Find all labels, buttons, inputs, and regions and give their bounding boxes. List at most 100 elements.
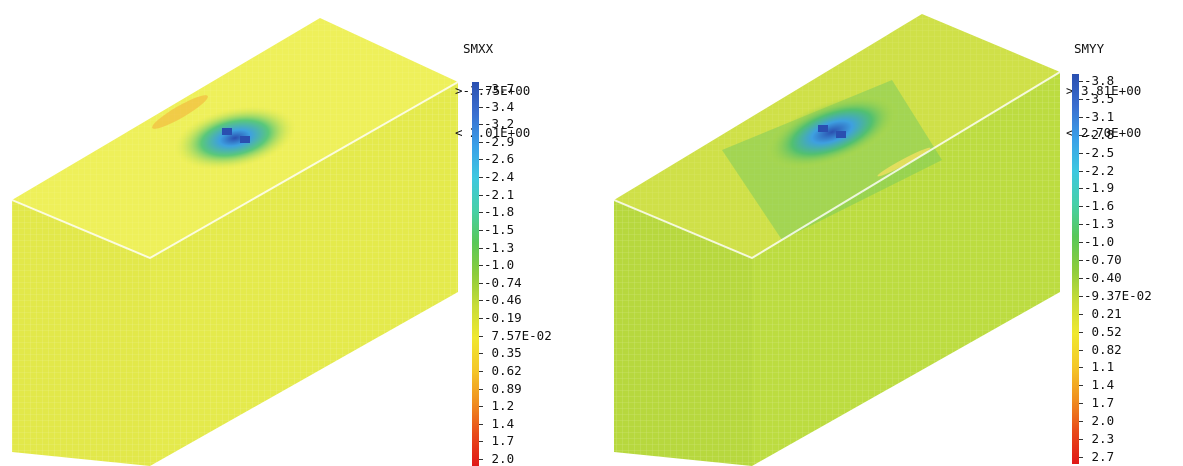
tick-label: 7.57E-02 — [479, 327, 552, 343]
smyy-tick-labels: -3.8 -3.5 -3.1 -2.8 -2.5 -2.2 -1.9 -1.6 -1.3 -1.0… — [1079, 74, 1183, 464]
tick-mark — [1079, 367, 1083, 369]
min-value: < 2.70E+00 — [1066, 125, 1142, 140]
tick-label: 0.62 — [479, 363, 522, 378]
tick-label: 0.52 — [1079, 323, 1122, 339]
tick-label: 0.35 — [479, 346, 522, 360]
tick-text: -9.37E-02 — [1084, 287, 1152, 303]
tick-label: 0.82 — [1079, 342, 1122, 357]
tick-text: 1.4 — [1084, 377, 1115, 393]
tick-text: -2.2 — [1084, 162, 1115, 178]
tick-mark — [1079, 421, 1083, 423]
variable-name: SMXX — [463, 41, 494, 56]
tick-label: 2.7 — [1079, 450, 1114, 464]
tick-label: -2.6 — [479, 152, 514, 166]
tick-mark — [1079, 260, 1083, 262]
tick-text: -2.9 — [484, 133, 515, 149]
tick-mark — [1079, 439, 1083, 441]
smxx-model-mesh — [11, 18, 459, 466]
tick-label: -1.6 — [1079, 199, 1114, 213]
tick-mark — [1079, 81, 1083, 82]
tick-label: -2.4 — [479, 170, 514, 184]
tick-mark — [479, 406, 483, 408]
tick-text: 2.0 — [484, 451, 515, 466]
tick-text: 0.21 — [1084, 305, 1122, 321]
tick-label: 0.89 — [479, 381, 522, 396]
tick-text: -2.8 — [1084, 126, 1115, 142]
tick-mark — [1079, 98, 1083, 100]
tick-mark — [1079, 403, 1083, 405]
tick-label: -3.2 — [479, 117, 514, 131]
tick-label: -3.7 — [479, 82, 514, 96]
tick-mark — [1079, 242, 1083, 244]
tick-text: 0.52 — [1084, 323, 1122, 339]
tick-mark — [1079, 206, 1083, 208]
tick-text: -2.5 — [1084, 144, 1115, 160]
tick-mark — [479, 106, 483, 108]
tick-text: -2.1 — [484, 186, 515, 202]
tick-label: -1.9 — [1079, 181, 1114, 195]
tick-text: 0.35 — [484, 345, 522, 361]
tick-label: -2.1 — [479, 186, 515, 202]
tick-mark — [479, 247, 483, 249]
tick-label: -2.9 — [479, 133, 515, 149]
smxx-tick-labels: -3.7 -3.4 -3.2 -2.9 -2.6 -2.4 -2.1 -1.8 -1.5 -1.3… — [479, 82, 589, 466]
smxx-stress-zone — [174, 105, 296, 171]
tick-mark — [479, 300, 483, 302]
tick-mark — [479, 353, 483, 355]
min-value: < 2.01E+00 — [455, 125, 531, 140]
tick-mark — [1079, 385, 1083, 387]
tick-text: -1.5 — [484, 221, 515, 237]
smyy-panel: SMYY >-3.81E+00 < 2.70E+00 -3.8 -3.5 -3.1-… — [592, 0, 1183, 466]
max-value: >-3.81E+00 — [1066, 83, 1142, 98]
tick-text: -3.4 — [484, 98, 515, 114]
tick-text: -1.3 — [484, 239, 515, 255]
tick-label: 2.0 — [1079, 414, 1114, 428]
tick-text: -2.4 — [484, 169, 515, 185]
tick-mark — [1079, 224, 1083, 226]
tick-label: 1.2 — [479, 399, 514, 413]
tick-label: -0.70 — [1079, 253, 1122, 267]
tick-mark — [479, 212, 483, 214]
tick-label: -1.8 — [479, 205, 514, 219]
tick-text: -0.40 — [1084, 269, 1122, 285]
tick-label: -2.2 — [1079, 162, 1115, 178]
tick-label: -9.37E-02 — [1079, 287, 1152, 303]
tick-label: 1.4 — [479, 416, 514, 431]
tick-mark — [479, 423, 483, 425]
tick-text: 2.3 — [1084, 431, 1115, 447]
tick-mark — [1079, 349, 1083, 351]
tick-text: -3.1 — [1084, 108, 1115, 124]
tick-mark — [1079, 116, 1083, 118]
tick-mark — [479, 177, 483, 179]
tick-mark — [479, 124, 483, 126]
tick-label: -2.5 — [1079, 144, 1115, 160]
tick-label: 2.0 — [479, 452, 514, 466]
tick-text: -1.8 — [484, 204, 515, 220]
tick-label: 1.7 — [1079, 396, 1114, 410]
tick-label: -3.5 — [1079, 91, 1114, 106]
tick-text: 1.7 — [484, 433, 515, 449]
tick-text: -1.3 — [1084, 216, 1115, 232]
smxx-panel: SMXX >-3.75E+00 < 2.01E+00 -3.7 -3.4 -3.2-… — [11, 18, 589, 466]
tick-label: 1.1 — [1079, 360, 1114, 374]
tick-text: -0.70 — [1084, 252, 1122, 268]
smyy-model-mesh — [613, 14, 1061, 466]
tick-label: -0.40 — [1079, 269, 1122, 285]
smxx-color-bar — [472, 82, 479, 466]
tick-text: -0.19 — [484, 310, 522, 326]
tick-mark — [479, 282, 483, 284]
tick-text: -1.0 — [484, 257, 515, 273]
tick-mark — [479, 459, 483, 460]
tick-mark — [479, 370, 483, 372]
tick-text: -0.46 — [484, 292, 522, 308]
tick-text: -2.6 — [484, 151, 515, 167]
tick-text: 2.0 — [1084, 413, 1115, 429]
tick-label: -2.8 — [1079, 126, 1115, 142]
tick-text: -1.0 — [1084, 234, 1115, 250]
smyy-stress-zone — [765, 95, 899, 169]
tick-label: -0.74 — [479, 275, 522, 290]
tick-text: 7.57E-02 — [484, 327, 552, 343]
tick-label: -1.3 — [479, 239, 515, 255]
tick-mark — [479, 265, 483, 267]
tick-mark — [479, 159, 483, 161]
